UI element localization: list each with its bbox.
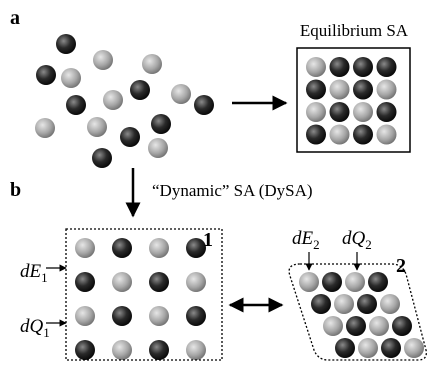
particle <box>112 340 132 360</box>
particle <box>357 294 377 314</box>
particle <box>103 90 123 110</box>
particle <box>56 34 76 54</box>
particle <box>381 338 401 358</box>
particle <box>87 117 107 137</box>
state-label: 1 <box>203 229 213 251</box>
particle <box>369 316 389 336</box>
particle <box>345 272 365 292</box>
particle <box>93 50 113 70</box>
particle <box>36 65 56 85</box>
particle <box>186 272 206 292</box>
particle <box>380 294 400 314</box>
particle <box>353 57 373 77</box>
particle <box>353 102 373 122</box>
particle <box>194 95 214 115</box>
particle <box>151 114 171 134</box>
particle <box>171 84 191 104</box>
particle <box>330 125 350 145</box>
particle <box>149 306 169 326</box>
particle <box>112 306 132 326</box>
particle <box>112 272 132 292</box>
particle <box>323 316 343 336</box>
particle <box>142 54 162 74</box>
particle <box>334 294 354 314</box>
particle <box>306 125 326 145</box>
particle <box>377 57 397 77</box>
particle <box>120 127 140 147</box>
particle <box>35 118 55 138</box>
figure: a Equilibrium SA b “Dynamic” SA (DySA) 1… <box>0 0 430 367</box>
particle <box>299 272 319 292</box>
particle <box>322 272 342 292</box>
dQ-label: dQ1 <box>20 316 50 340</box>
dE-label: dE2 <box>292 228 320 252</box>
panel-label: a <box>10 7 20 29</box>
particle <box>149 238 169 258</box>
state-label: 2 <box>396 255 406 277</box>
particle <box>377 125 397 145</box>
particle <box>306 102 326 122</box>
particle <box>306 57 326 77</box>
particle <box>392 316 412 336</box>
dE-label: dE1 <box>20 261 48 285</box>
particle <box>130 80 150 100</box>
particle <box>186 340 206 360</box>
particle <box>112 238 132 258</box>
particle <box>377 102 397 122</box>
particle <box>75 340 95 360</box>
particle <box>330 80 350 100</box>
particle <box>404 338 424 358</box>
particle <box>148 138 168 158</box>
particle <box>330 102 350 122</box>
panel-label: b <box>10 179 21 201</box>
particle <box>75 306 95 326</box>
particle <box>75 272 95 292</box>
particle <box>377 80 397 100</box>
particle <box>330 57 350 77</box>
particle <box>61 68 81 88</box>
particle <box>368 272 388 292</box>
particle <box>92 148 112 168</box>
particle <box>75 238 95 258</box>
particle <box>353 125 373 145</box>
particle <box>66 95 86 115</box>
particle <box>335 338 355 358</box>
particle <box>353 80 373 100</box>
particle <box>311 294 331 314</box>
particle <box>149 272 169 292</box>
particle <box>149 340 169 360</box>
caption: “Dynamic” SA (DySA) <box>152 181 313 200</box>
panel-title: Equilibrium SA <box>300 21 409 40</box>
particle <box>358 338 378 358</box>
particle <box>306 80 326 100</box>
particle <box>346 316 366 336</box>
dQ-label: dQ2 <box>342 228 372 252</box>
particle <box>186 306 206 326</box>
